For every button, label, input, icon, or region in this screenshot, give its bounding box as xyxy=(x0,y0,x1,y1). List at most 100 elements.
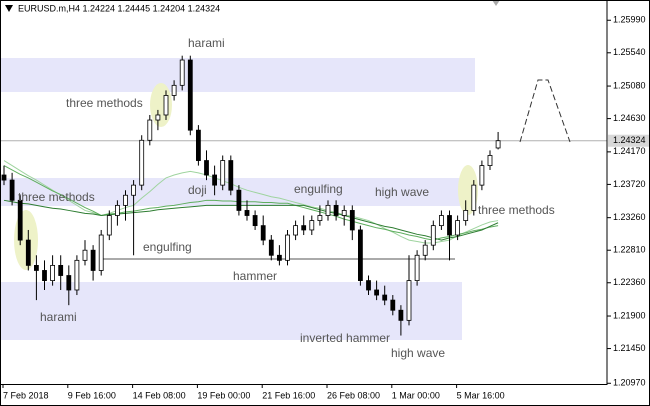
candle-body xyxy=(9,179,15,201)
candle-body xyxy=(50,265,55,281)
y-tick-label: 1.23720 xyxy=(613,179,646,189)
y-tick-label: 1.21450 xyxy=(613,343,646,353)
candle-body xyxy=(422,244,428,256)
x-tick-label: 14 Feb 08:00 xyxy=(133,390,186,400)
candle-body xyxy=(155,114,161,121)
candle-body xyxy=(463,210,469,221)
annotation: high wave xyxy=(391,346,445,360)
x-tick-label: 9 Feb 16:00 xyxy=(68,390,116,400)
candle-body xyxy=(34,265,39,271)
candle-body xyxy=(42,270,47,281)
x-tick-label: 7 Feb 2018 xyxy=(3,390,49,400)
candle-body xyxy=(390,299,396,311)
annotation: inverted hammer xyxy=(300,331,390,345)
candle-body xyxy=(341,210,347,216)
candle-body xyxy=(131,184,137,196)
candle-body xyxy=(74,259,80,291)
x-tick-label: 26 Feb 08:00 xyxy=(327,390,380,400)
annotation: doji xyxy=(188,183,207,197)
candle-body xyxy=(139,139,145,186)
candle-body xyxy=(17,199,23,241)
candle-body xyxy=(1,174,7,181)
candle-body xyxy=(276,254,282,261)
candle-body xyxy=(301,225,307,231)
y-tick-label: 1.22360 xyxy=(613,277,646,287)
candle-body xyxy=(66,275,72,291)
candle-body xyxy=(366,280,371,291)
candle-body xyxy=(374,289,380,296)
annotation: hammer xyxy=(233,269,277,283)
candle-body xyxy=(471,184,477,211)
candle-body xyxy=(187,59,193,131)
candle-body xyxy=(220,160,226,186)
shift-marker xyxy=(492,0,500,6)
zone xyxy=(0,58,475,92)
candle-body xyxy=(479,165,485,186)
annotation: three methods xyxy=(478,203,555,217)
x-tick-label: 1 Mar 00:00 xyxy=(392,390,440,400)
y-tick-label: 1.24170 xyxy=(613,146,646,156)
candle-body xyxy=(195,129,201,161)
candle-body xyxy=(163,95,169,116)
y-tick-label: 1.25080 xyxy=(613,80,646,90)
candle-body xyxy=(447,215,452,236)
annotation: harami xyxy=(40,310,77,324)
candle-body xyxy=(228,160,234,191)
candle-body xyxy=(252,215,258,227)
projection xyxy=(519,79,571,143)
title-icon xyxy=(5,5,13,12)
candle-body xyxy=(106,215,112,236)
candle-body xyxy=(179,59,185,86)
moving-average xyxy=(3,165,499,241)
moving-average xyxy=(3,199,499,241)
candle-body xyxy=(285,234,290,261)
y-tick-label: 1.22810 xyxy=(613,245,646,255)
candle-body xyxy=(90,249,96,271)
candle-body xyxy=(357,229,363,281)
x-tick-label: 21 Feb 16:00 xyxy=(262,390,315,400)
candle-body xyxy=(398,309,404,321)
candle-body xyxy=(212,174,218,186)
candle-body xyxy=(204,160,209,176)
candle-body xyxy=(123,194,128,206)
candle-body xyxy=(171,84,177,96)
y-tick-label: 1.25540 xyxy=(613,47,646,57)
candle-body xyxy=(317,215,323,221)
candle-body xyxy=(325,204,331,216)
annotation: harami xyxy=(188,36,225,50)
moving-average xyxy=(3,160,499,244)
chart-title: EURUSD.m,H4 1.24224 1.24445 1.24204 1.24… xyxy=(18,3,220,13)
candle-body xyxy=(349,210,355,231)
last-price-tag xyxy=(608,134,649,147)
annotation: high wave xyxy=(375,185,429,199)
candle-body xyxy=(58,265,64,276)
highlight xyxy=(150,83,172,127)
candle-body xyxy=(25,239,31,266)
candle-body xyxy=(333,204,339,216)
annotation: three methods xyxy=(66,96,143,110)
candle-body xyxy=(260,225,266,241)
y-tick-label: 1.25990 xyxy=(613,15,646,25)
y-tick-label: 1.24630 xyxy=(613,113,646,123)
candle-body xyxy=(382,294,388,301)
candle-body xyxy=(115,204,120,216)
candle-body xyxy=(406,280,412,321)
annotation: engulfing xyxy=(143,240,192,254)
y-tick-label: 1.21900 xyxy=(613,310,646,320)
y-tick-label: 1.20970 xyxy=(613,378,646,388)
plot xyxy=(0,55,607,336)
x-tick-label: 5 Mar 16:00 xyxy=(457,390,505,400)
candle-body xyxy=(438,215,444,227)
candle-body xyxy=(455,220,461,236)
candle-body xyxy=(430,225,436,246)
annotation: engulfing xyxy=(294,182,343,196)
y-tick-label: 1.23260 xyxy=(613,212,646,222)
candle-body xyxy=(414,254,420,281)
candle-body xyxy=(309,220,315,231)
candle-body xyxy=(495,140,501,149)
last-price-label: 1.24324 xyxy=(613,135,646,145)
annotation: three methods xyxy=(18,190,95,204)
candle-body xyxy=(82,249,88,261)
x-tick-label: 19 Feb 00:00 xyxy=(197,390,250,400)
